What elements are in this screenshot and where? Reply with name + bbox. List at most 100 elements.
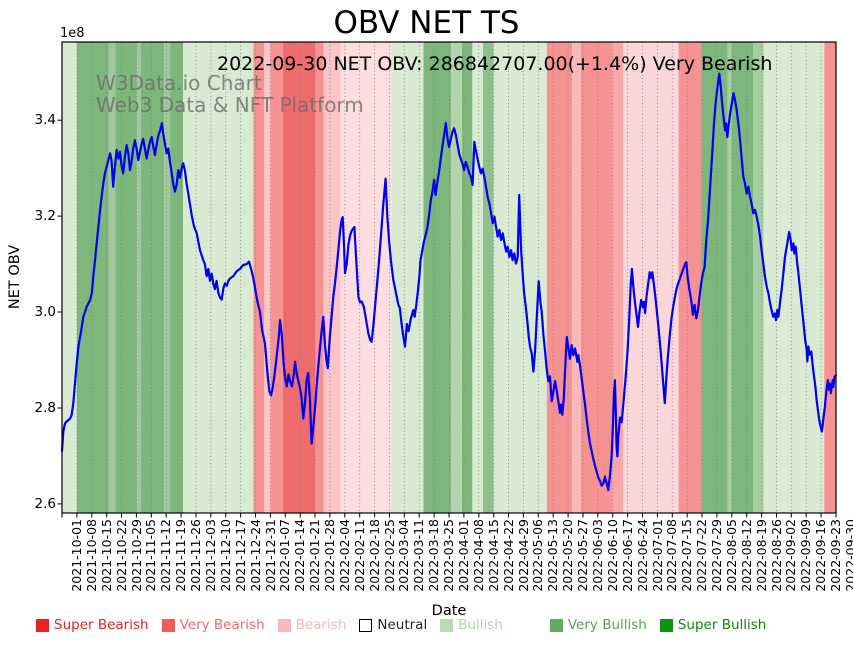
sentiment-band-bullish [451, 42, 462, 513]
x-tick-label: 2022-07-29 [709, 519, 725, 592]
x-tick-label: 2022-04-22 [500, 519, 516, 592]
x-tick-label: 2022-05-13 [545, 519, 561, 592]
sentiment-band-very-bullish [423, 42, 452, 513]
legend-item-neutral: Neutral [359, 617, 427, 633]
x-tick-label: 2021-11-12 [158, 519, 174, 592]
x-tick-label: 2022-02-18 [366, 519, 382, 592]
x-tick-label: 2022-07-22 [694, 519, 710, 592]
legend-label: Bullish [458, 617, 503, 633]
x-tick-label: 2022-08-12 [738, 519, 754, 592]
sentiment-band-bullish [108, 42, 116, 513]
x-tick-label: 2022-06-10 [604, 519, 620, 592]
legend-swatch [659, 618, 673, 632]
x-tick-label: 2022-03-25 [441, 519, 457, 592]
x-tick-label: 2022-07-01 [649, 519, 665, 592]
watermark-line2: Web3 Data & NFT Platform [96, 93, 364, 117]
y-axis-offset-label: 1e8 [60, 26, 85, 41]
x-tick-label: 2022-05-20 [560, 519, 576, 592]
watermark-line1: W3Data.io Chart [96, 71, 262, 95]
sentiment-band-bullish [727, 42, 732, 513]
legend-swatch [359, 618, 373, 632]
x-axis-title: Date [431, 603, 467, 619]
y-axis-title: NET OBV [7, 244, 23, 310]
x-tick-label: 2022-05-06 [530, 519, 546, 592]
legend-item-super-bearish: Super Bearish [36, 617, 149, 633]
x-tick-label: 2022-08-26 [768, 519, 784, 592]
y-tick-label: 2.8 [34, 399, 56, 416]
sentiment-band-bullish [493, 42, 547, 513]
y-tick-label: 2.6 [34, 495, 56, 512]
x-tick-label: 2022-06-24 [634, 519, 650, 592]
sentiment-band-bearish [612, 42, 624, 513]
y-tick-label: 3.2 [34, 208, 56, 225]
sentiment-band-super-bearish [283, 42, 315, 513]
legend-item-bullish: Bullish [440, 617, 503, 633]
x-tick-label: 2022-08-19 [753, 519, 769, 592]
sentiment-band-very-bullish [461, 42, 473, 513]
x-tick-label: 2021-10-29 [128, 519, 144, 592]
x-tick-label: 2022-01-21 [307, 519, 323, 592]
sentiment-band-bearish [323, 42, 341, 513]
x-tick-label: 2022-09-23 [828, 519, 844, 592]
sentiment-band-bullish [753, 42, 764, 513]
legend-label: Very Bullish [567, 617, 647, 633]
x-tick-label: 2022-04-08 [470, 519, 486, 592]
x-tick-label: 2022-09-16 [813, 519, 829, 592]
x-tick-label: 2022-07-08 [664, 519, 680, 592]
sentiment-legend: Super Bearish Very Bearish Bearish Neutral B… [36, 617, 766, 633]
legend-swatch [277, 618, 291, 632]
chart-subtitle: 2022-09-30 NET OBV: 286842707.00(+1.4%) … [217, 53, 773, 75]
x-tick-label: 2022-09-02 [783, 519, 799, 592]
legend-item-super-bullish: Super Bullish [659, 617, 767, 633]
legend-swatch [36, 618, 49, 632]
x-tick-label: 2022-03-18 [426, 519, 442, 592]
sentiment-band-very-bullish [731, 42, 754, 513]
obv-net-line [60, 72, 838, 492]
x-tick-label: 2022-04-01 [456, 519, 471, 592]
legend-item-very-bearish: Very Bearish [161, 617, 265, 633]
x-tick-label: 2022-06-17 [619, 519, 635, 592]
x-tick-label: 2021-12-03 [202, 519, 218, 592]
x-tick-label: 2022-05-27 [575, 519, 591, 592]
sentiment-band-very-bearish [580, 42, 613, 513]
legend-label: Neutral [377, 617, 428, 633]
x-tick-label: 2022-03-11 [411, 519, 427, 592]
sentiment-band-very-bearish [270, 42, 284, 513]
x-tick-label: 2022-09-30 [843, 519, 853, 592]
x-tick-label: 2022-07-15 [679, 519, 695, 592]
sentiment-band-bullish [62, 42, 77, 513]
sentiment-band-very-bearish [678, 42, 702, 513]
sentiment-band-bearish [264, 42, 271, 513]
sentiment-band-very-bearish [253, 42, 264, 513]
chart-title: OBV NET TS [333, 5, 520, 41]
sentiment-band-bearish [340, 42, 392, 513]
sentiment-band-bearish [572, 42, 581, 513]
x-tick-label: 2021-11-26 [188, 519, 204, 592]
sentiment-band-bullish [183, 42, 254, 513]
x-tick-label: 2022-01-28 [322, 519, 338, 592]
legend-label: Super Bullish [677, 617, 767, 633]
sentiment-band-bullish [136, 42, 141, 513]
sentiment-band-very-bearish [824, 42, 836, 513]
x-tick-label: 2021-10-01 [69, 519, 84, 592]
y-tick-label: 3.4 [34, 112, 56, 129]
x-tick-label: 2021-11-19 [173, 519, 189, 592]
x-tick-label: 2021-10-08 [83, 519, 99, 592]
plot-border [61, 41, 837, 514]
x-tick-label: 2021-12-10 [217, 519, 233, 592]
x-tick-label: 2022-02-04 [336, 519, 352, 592]
x-tick-label: 2021-10-15 [98, 519, 114, 592]
sentiment-band-bullish [164, 42, 171, 513]
legend-swatch [440, 618, 454, 632]
sentiment-band-very-bearish [315, 42, 324, 513]
x-tick-label: 2022-02-25 [381, 519, 397, 592]
x-tick-label: 2022-06-03 [589, 519, 605, 592]
x-tick-label: 2022-03-04 [396, 519, 412, 592]
sentiment-band-bullish [763, 42, 825, 513]
x-tick-label: 2021-12-24 [247, 519, 263, 592]
x-tick-label: 2021-12-17 [232, 519, 248, 592]
x-tick-label: 2022-04-15 [485, 519, 501, 592]
y-tick-label: 3.0 [34, 304, 56, 321]
